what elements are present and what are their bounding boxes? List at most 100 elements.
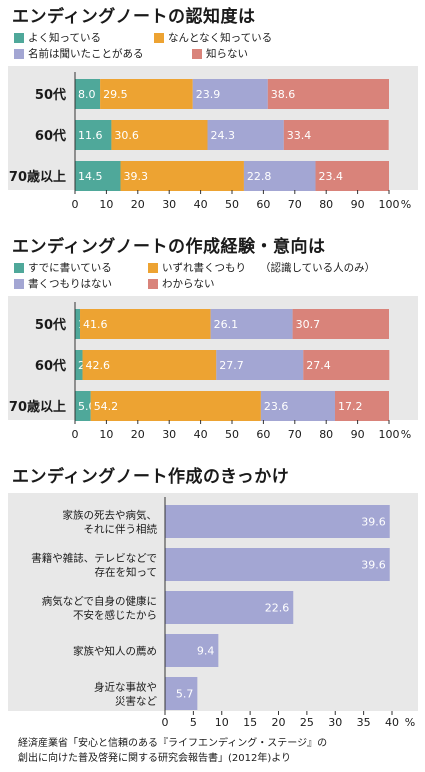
data-label: 14.5 — [78, 170, 103, 183]
data-label: 42.6 — [86, 359, 111, 372]
bar-segment — [90, 391, 261, 421]
category-label: 家族や知人の薦め — [73, 645, 157, 658]
legend-label: 名前は聞いたことがある — [28, 48, 144, 60]
legend-swatch — [192, 48, 202, 59]
chart1-title: エンディングノートの認知度は — [12, 7, 256, 27]
legend-label: 書くつもりはない — [28, 278, 112, 290]
x-tick-label: 0 — [162, 716, 169, 729]
category-label: 60代 — [35, 128, 66, 144]
x-axis-unit: % — [401, 198, 411, 211]
x-tick-label: 40 — [194, 428, 208, 441]
legend-swatch — [14, 262, 24, 273]
x-tick-label: 60 — [256, 198, 270, 211]
category-label: 70歳以上 — [9, 169, 66, 185]
data-label: 26.1 — [214, 318, 239, 331]
x-tick-label: 10 — [99, 198, 113, 211]
bar-segment — [82, 350, 217, 380]
bar-segment — [75, 161, 121, 191]
x-tick-label: 10 — [99, 428, 113, 441]
data-label: 9.4 — [197, 645, 215, 658]
x-tick-label: 5 — [190, 716, 197, 729]
legend-swatch — [14, 32, 24, 43]
data-label: 39.3 — [124, 170, 149, 183]
category-label: 書籍や雑誌、テレビなどで — [31, 552, 157, 565]
x-tick-label: 100 — [379, 198, 400, 211]
category-label: 50代 — [35, 317, 66, 333]
bar — [165, 677, 198, 710]
bar-segment — [75, 120, 112, 150]
bar-segment — [100, 79, 193, 109]
legend-label: わからない — [162, 278, 215, 290]
bar-segment — [216, 350, 304, 380]
data-label: 39.6 — [361, 516, 386, 529]
category-label: 70歳以上 — [9, 399, 66, 415]
chart1-plot: 50代 8.0 29.5 23.9 38.6 60代 11.6 30.6 24.3 33.4 70歳… — [9, 72, 411, 211]
chart2-plot: 50代1.641.626.130.760代2.442.627.727.470歳以… — [9, 302, 411, 441]
x-axis-unit: % — [405, 716, 415, 729]
bar-segment — [207, 120, 284, 150]
data-label: 8.0 — [78, 88, 96, 101]
x-tick-label: 50 — [225, 198, 239, 211]
x-tick-label: 100 — [379, 428, 400, 441]
bar-segment — [303, 350, 390, 380]
data-label: 22.6 — [265, 602, 290, 615]
bar-segment — [75, 350, 83, 380]
x-tick-label: 0 — [72, 198, 79, 211]
bar-segment — [75, 309, 81, 339]
legend-label: いずれ書くつもり — [162, 262, 246, 274]
x-tick-label: 80 — [319, 198, 333, 211]
x-tick-label: 70 — [288, 198, 302, 211]
legend-swatch — [148, 278, 158, 289]
category-label: それに伴う相続 — [84, 523, 158, 536]
bar-segment — [292, 309, 389, 339]
category-label: 50代 — [35, 87, 66, 103]
data-label: 38.6 — [271, 88, 296, 101]
category-label: 身近な事故や — [94, 681, 157, 694]
x-tick-label: 40 — [194, 198, 208, 211]
x-tick-label: 25 — [300, 716, 314, 729]
data-label: 41.6 — [83, 318, 108, 331]
data-label: 17.2 — [338, 400, 363, 413]
x-tick-label: 10 — [215, 716, 229, 729]
x-tick-label: 40 — [385, 716, 399, 729]
legend-label: 知らない — [206, 48, 248, 60]
category-label: 60代 — [35, 358, 66, 374]
data-label: 23.6 — [264, 400, 289, 413]
bar — [165, 505, 390, 538]
bar-segment — [315, 161, 389, 191]
x-tick-label: 20 — [131, 428, 145, 441]
bar-segment — [192, 79, 268, 109]
bar-segment — [210, 309, 293, 339]
data-label: 30.7 — [296, 318, 321, 331]
x-tick-label: 90 — [351, 428, 365, 441]
bar-segment — [75, 391, 91, 421]
data-label: 27.7 — [219, 359, 244, 372]
data-label: 11.6 — [78, 129, 103, 142]
legend-swatch — [14, 48, 24, 59]
source-line: 創出に向けた普及啓発に関する研究会報告書」(2012年)より — [18, 753, 292, 764]
source-line: 経済産業省「安心と信頼のある『ライフエンディング・ステージ』の — [18, 738, 328, 749]
x-tick-label: 30 — [162, 428, 176, 441]
x-tick-label: 20 — [272, 716, 286, 729]
x-axis-unit: % — [401, 428, 411, 441]
legend-swatch — [154, 32, 164, 43]
data-label: 23.9 — [196, 88, 221, 101]
bar-segment — [334, 391, 389, 421]
x-tick-label: 0 — [72, 428, 79, 441]
category-label: 病気などで自身の健康に — [42, 595, 157, 608]
bar — [165, 548, 390, 581]
bar — [165, 634, 219, 667]
chart2-legend: すでに書いている いずれ書くつもり （認識している人のみ） 書くつもりはない わ… — [14, 260, 414, 292]
data-label: 22.8 — [247, 170, 272, 183]
source-note: 経済産業省「安心と信頼のある『ライフエンディング・ステージ』の 創出に向けた普及… — [18, 736, 327, 766]
x-tick-label: 50 — [225, 428, 239, 441]
data-label: 54.2 — [94, 400, 119, 413]
bar-segment — [75, 79, 101, 109]
x-tick-label: 80 — [319, 428, 333, 441]
legend-swatch — [148, 262, 158, 273]
bar-segment — [111, 120, 208, 150]
category-label: 災害など — [115, 695, 157, 708]
x-tick-label: 60 — [256, 428, 270, 441]
category-label: 不安を感じたから — [73, 609, 157, 622]
x-tick-label: 30 — [162, 198, 176, 211]
